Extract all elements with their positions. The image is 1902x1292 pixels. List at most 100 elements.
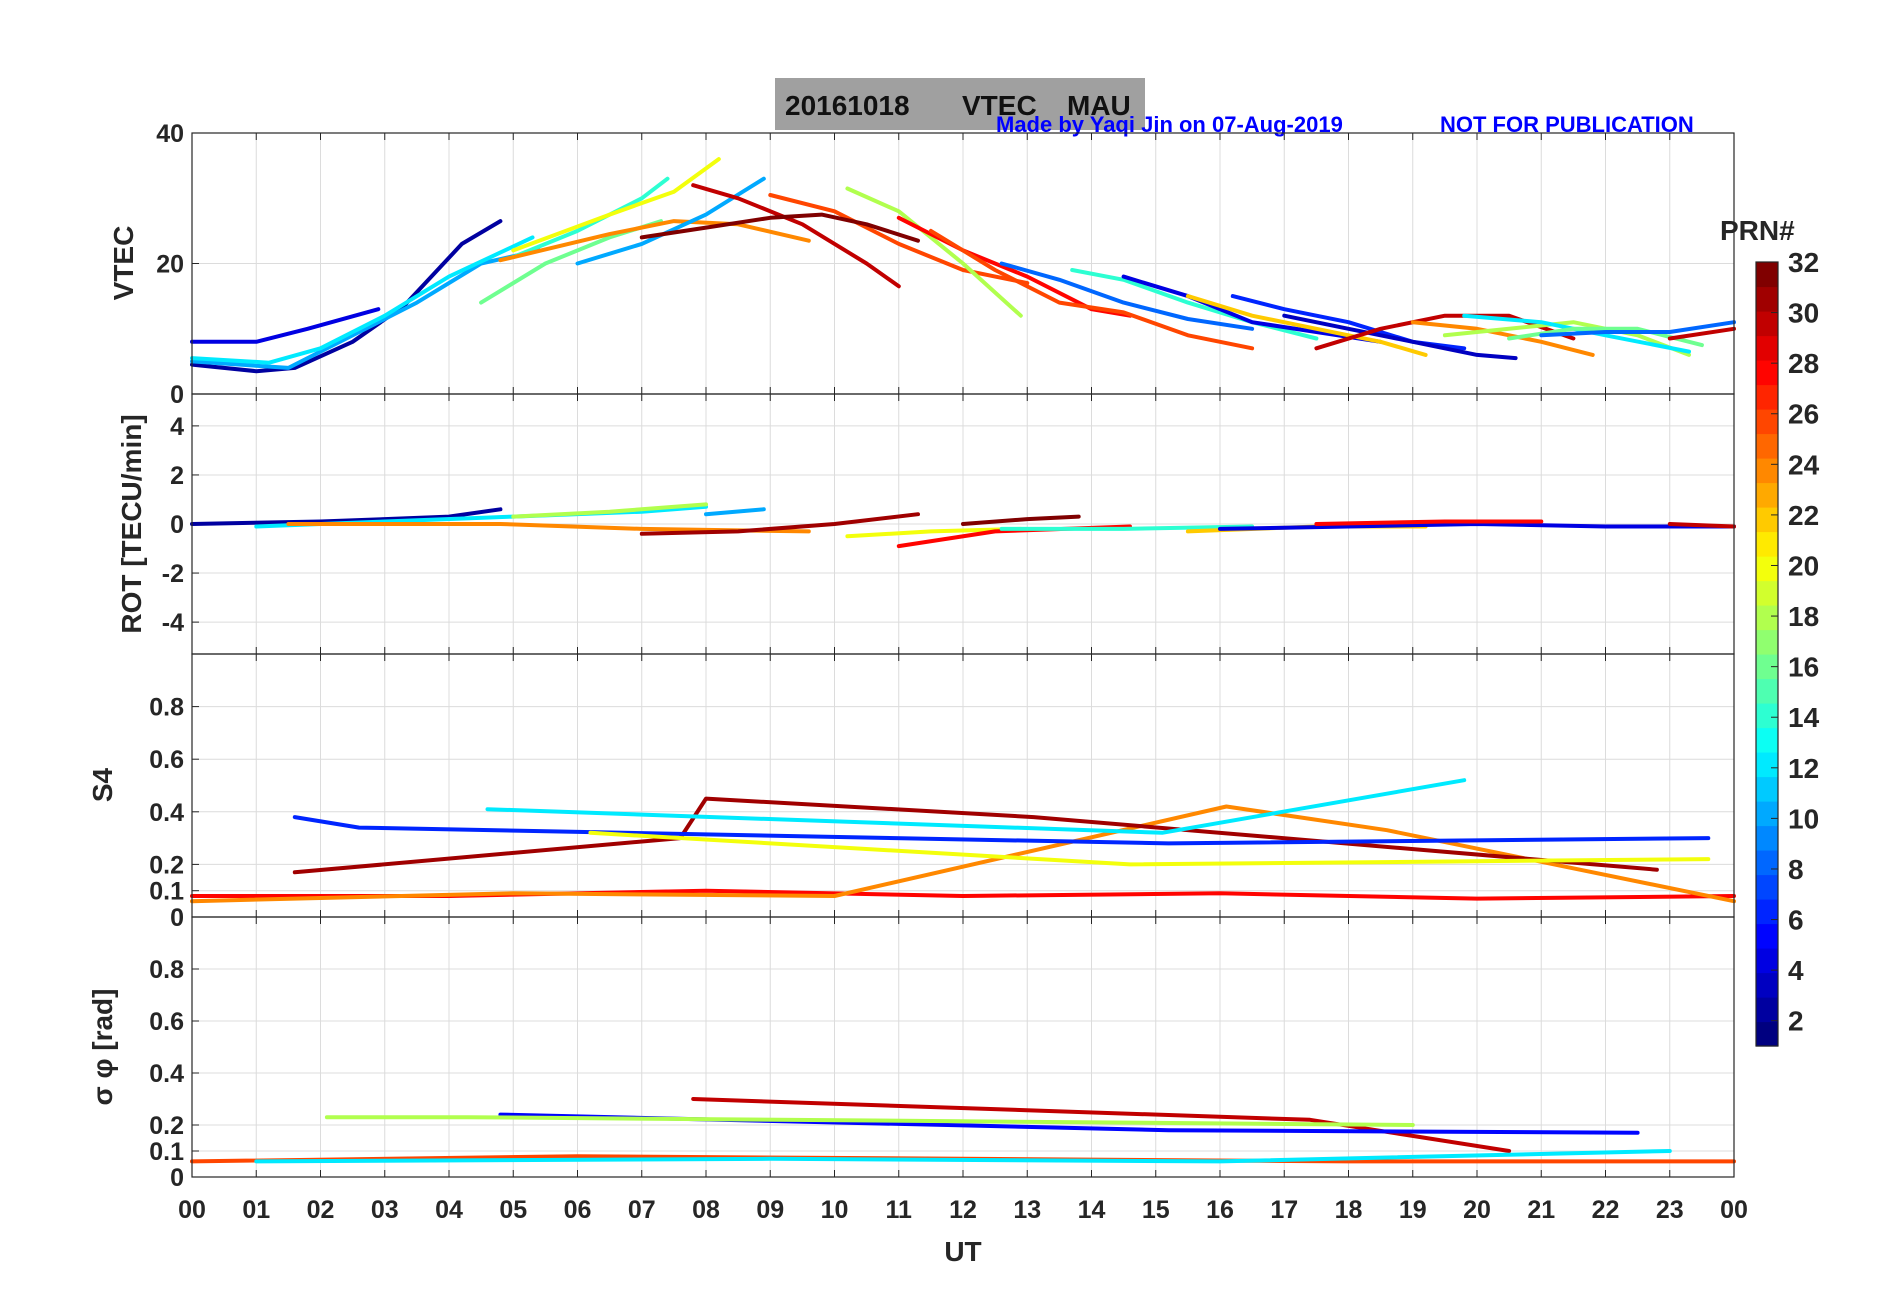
x-tick-label: 13 — [1013, 1196, 1041, 1224]
panel-sigma-phi: 00.10.2 0.4 0.6 0.8 σ φ [rad] — [87, 916, 1736, 1192]
series-line-prn-18 — [511, 502, 708, 519]
series-line-prn-6 — [292, 815, 1711, 846]
colorbar-bin — [1756, 433, 1778, 459]
x-tick-label: 05 — [499, 1196, 527, 1224]
x-axis-label: UT — [944, 1236, 981, 1267]
series-line-prn-2 — [190, 219, 503, 374]
series-line-prn-2 — [190, 507, 503, 526]
colorbar-bin — [1756, 556, 1778, 582]
title-label: VTEC — [962, 90, 1037, 121]
colorbar-tick-label: 32 — [1788, 247, 1819, 278]
s4-yticks: 00.10.2 0.4 0.6 0.8 — [149, 694, 184, 932]
x-tick-label: 14 — [1078, 1196, 1106, 1224]
colorbar-bin — [1756, 752, 1778, 778]
colorbar-bin — [1756, 507, 1778, 533]
series-line-prn-28 — [1314, 519, 1544, 526]
colorbar-tick-label: 30 — [1788, 298, 1819, 329]
series-line-prn-10 — [190, 248, 541, 370]
series-line-prn-14 — [999, 524, 1255, 531]
rot-yticks: -4 -2 0 2 4 — [162, 413, 184, 637]
x-tick-label: 18 — [1335, 1196, 1363, 1224]
series-line-prn-12 — [485, 778, 1467, 835]
y-tick-label: -2 — [162, 560, 184, 588]
colorbar-tick-label: 18 — [1788, 601, 1819, 632]
series-line-prn-31 — [292, 796, 1659, 875]
series-line-prn-18 — [324, 1115, 1415, 1127]
x-tick-label: 01 — [242, 1196, 270, 1224]
vtec-ylabel: VTEC — [108, 226, 139, 301]
y-tick-label: 0.4 — [149, 799, 184, 827]
y-tick-label: 0.8 — [149, 956, 184, 984]
y-tick-label: 0.8 — [149, 694, 184, 722]
y-tick-label: 0 — [170, 1164, 184, 1192]
series-line-prn-30 — [1314, 313, 1576, 351]
series-line-prn-10 — [704, 507, 766, 517]
colorbar-tick-label: 12 — [1788, 753, 1819, 784]
series-line-prn-30 — [691, 183, 901, 289]
title-station: MAU — [1067, 90, 1131, 121]
s4-lines — [190, 778, 1736, 904]
colorbar-tick-label: 8 — [1788, 854, 1804, 885]
panel-rot: -4 -2 0 2 4 ROT [TECU/min] — [116, 393, 1736, 655]
x-tick-label: 00 — [1720, 1196, 1748, 1224]
y-tick-label: 0.2 — [149, 1112, 184, 1140]
colorbar-bin — [1756, 384, 1778, 410]
colorbar-bin — [1756, 1021, 1778, 1047]
colorbar-tick-label: 22 — [1788, 500, 1819, 531]
colorbar-bin — [1756, 409, 1778, 435]
colorbar-frame — [1755, 261, 1779, 1047]
colorbar-bin — [1756, 703, 1778, 729]
y-tick-label: 0 — [170, 511, 184, 539]
colorbar-bin — [1756, 458, 1778, 484]
x-tick-label: 11 — [886, 1196, 913, 1224]
colorbar-bin — [1756, 825, 1778, 851]
series-line-prn-32 — [639, 212, 920, 243]
series-line-prn-20 — [511, 157, 721, 253]
rot-lines — [190, 502, 1736, 549]
colorbar-bin — [1756, 874, 1778, 900]
colorbar-tick-label: 20 — [1788, 550, 1819, 581]
series-line-prn-4 — [1121, 274, 1383, 344]
colorbar-bin — [1756, 997, 1778, 1023]
x-tick-label: 10 — [821, 1196, 849, 1224]
colorbar-bin — [1756, 972, 1778, 998]
colorbar-gradient — [1756, 262, 1778, 1047]
colorbar-bin — [1756, 605, 1778, 631]
colorbar-bin — [1756, 899, 1778, 925]
colorbar-bin — [1756, 678, 1778, 704]
colorbar-tick-label: 28 — [1788, 348, 1819, 379]
colorbar-tick-label: 6 — [1788, 905, 1804, 936]
colorbar-bin — [1756, 629, 1778, 655]
sigma-phi-ylabel: σ φ [rad] — [87, 989, 118, 1106]
y-tick-label: 0 — [170, 381, 184, 409]
y-tick-label: 0.2 — [149, 851, 184, 879]
series-line-prn-24 — [498, 219, 811, 263]
rot-ylabel: ROT [TECU/min] — [116, 414, 147, 633]
series-line-prn-20 — [588, 830, 1711, 867]
colorbar-bin — [1756, 482, 1778, 508]
colorbar-bin — [1756, 531, 1778, 557]
sigma-phi-lines — [190, 1097, 1736, 1164]
y-tick-label: 0.1 — [149, 1138, 184, 1166]
x-tick-label: 07 — [628, 1196, 656, 1224]
colorbar-label: PRN# — [1720, 215, 1795, 246]
s4-ylabel: S4 — [87, 767, 118, 802]
colorbar-bin — [1756, 262, 1778, 288]
vtec-lines — [190, 157, 1736, 374]
y-tick-label: 20 — [156, 251, 184, 279]
series-line-prn-12 — [254, 1149, 1672, 1164]
x-tick-label: 16 — [1206, 1196, 1234, 1224]
title-background — [775, 78, 1145, 130]
y-tick-label: -4 — [162, 609, 184, 637]
y-tick-label: 40 — [156, 120, 184, 148]
series-line-prn-30 — [1667, 522, 1736, 529]
y-tick-label: 0.6 — [149, 746, 184, 774]
x-tick-label: 03 — [371, 1196, 399, 1224]
colorbar-bin — [1756, 923, 1778, 949]
series-line-prn-18 — [845, 186, 1023, 318]
colorbar-tick-label: 16 — [1788, 652, 1819, 683]
series-line-prn-8 — [1539, 320, 1736, 338]
